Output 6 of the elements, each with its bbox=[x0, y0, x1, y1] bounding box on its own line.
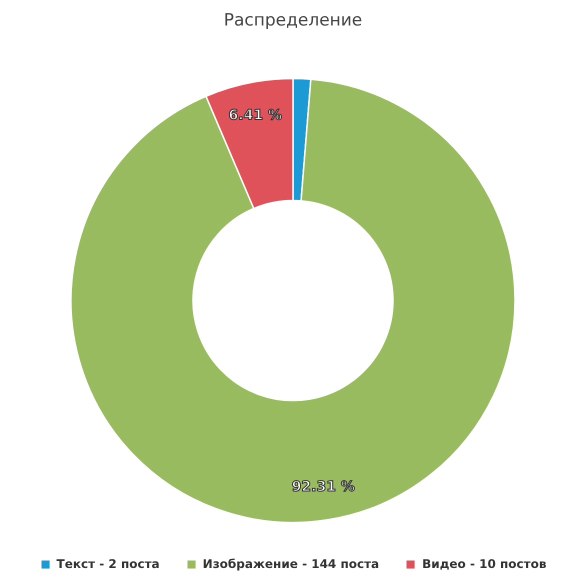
chart-title: Распределение bbox=[224, 10, 362, 30]
data-label: 6.41 % bbox=[228, 108, 282, 124]
legend-label: Изображение - 144 поста bbox=[202, 557, 380, 571]
legend-label: Текст - 2 поста bbox=[56, 557, 160, 571]
data-label: 92.31 % bbox=[292, 478, 355, 495]
legend-label: Видео - 10 постов bbox=[422, 557, 546, 571]
